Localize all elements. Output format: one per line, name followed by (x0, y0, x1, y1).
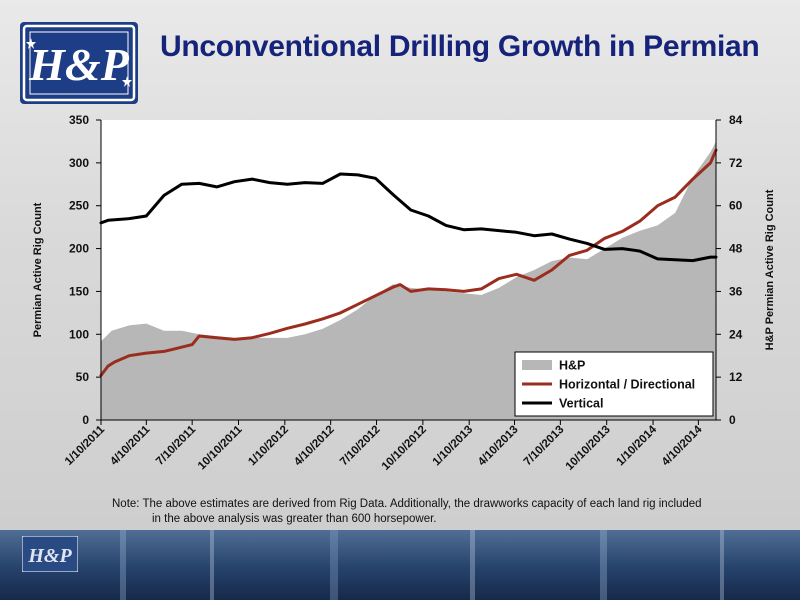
note-line-1: Note: The above estimates are derived fr… (112, 498, 702, 510)
x-tick-label: 7/10/2013 (522, 424, 567, 469)
line-layer (99, 148, 718, 377)
y-tick-label: 100 (69, 327, 89, 341)
svg-text:H&P: H&P (27, 545, 72, 567)
y-tick-label: 0 (82, 413, 89, 427)
series-line-vertical (99, 172, 718, 263)
x-tick-label: 1/10/2014 (614, 423, 659, 468)
y-axis-label: Permian Active Rig Count (32, 202, 44, 337)
y-tick-label: 50 (76, 370, 90, 384)
legend-swatch-hp (522, 360, 552, 370)
x-tick-label: 1/10/2013 (431, 424, 476, 469)
x-tick-label: 4/10/2012 (292, 424, 337, 469)
x-tick-label: 1/10/2011 (63, 423, 108, 468)
star-icon (26, 38, 36, 49)
x-tick-label: 7/10/2012 (338, 424, 383, 469)
x-tick-label: 10/10/2011 (196, 423, 245, 472)
rig-count-chart: 0 50 100 150 200 250 300 350 0 12 24 36 48 60 72 84 1/10… (32, 113, 776, 473)
note-line-2: in the above analysis was greater than 6… (152, 513, 437, 525)
y2-axis-label: H&P Permian Active Rig Count (764, 189, 776, 350)
svg-text:H&P: H&P (28, 39, 130, 90)
x-tick-label: 4/10/2013 (476, 424, 521, 469)
x-tick-label: 4/10/2011 (108, 423, 153, 468)
legend-label: H&P (559, 359, 585, 373)
star-icon (122, 76, 132, 87)
x-tick-label: 10/10/2012 (380, 424, 429, 473)
y2-tick-label: 24 (729, 327, 743, 341)
legend-label: Horizontal / Directional (559, 378, 695, 392)
chart-note: Note: The above estimates are derived fr… (112, 497, 772, 527)
y-tick-label: 150 (69, 284, 89, 298)
legend-label: Vertical (559, 397, 603, 411)
y2-tick-label: 36 (729, 284, 743, 298)
y2-tick-label: 0 (729, 413, 736, 427)
x-tick-label: 4/10/2014 (660, 423, 705, 468)
x-tick-label: 7/10/2011 (154, 423, 199, 468)
y2-tick-label: 72 (729, 156, 743, 170)
hp-logo: H&P (20, 22, 138, 104)
y2-tick-label: 48 (729, 242, 743, 256)
y-tick-label: 300 (69, 156, 89, 170)
x-tick-label: 1/10/2012 (246, 424, 291, 469)
x-tick-label: 10/10/2013 (564, 424, 613, 473)
legend: H&P Horizontal / Directional Vertical (514, 351, 714, 417)
slide-header: H&P Unconventional Drilling Growth in Pe… (0, 0, 800, 110)
page-title: Unconventional Drilling Growth in Permia… (160, 30, 760, 63)
footer-logo: H&P (22, 536, 78, 572)
series-line-horizontal-directional (99, 148, 718, 377)
series-area-hp (101, 141, 716, 420)
y2-tick-label: 60 (729, 199, 743, 213)
y-tick-label: 200 (69, 242, 89, 256)
y-tick-label: 250 (69, 199, 89, 213)
footer-photo-band (0, 530, 800, 600)
y2-tick-label: 12 (729, 370, 743, 384)
y-tick-label: 350 (69, 113, 89, 127)
y2-tick-label: 84 (729, 113, 743, 127)
